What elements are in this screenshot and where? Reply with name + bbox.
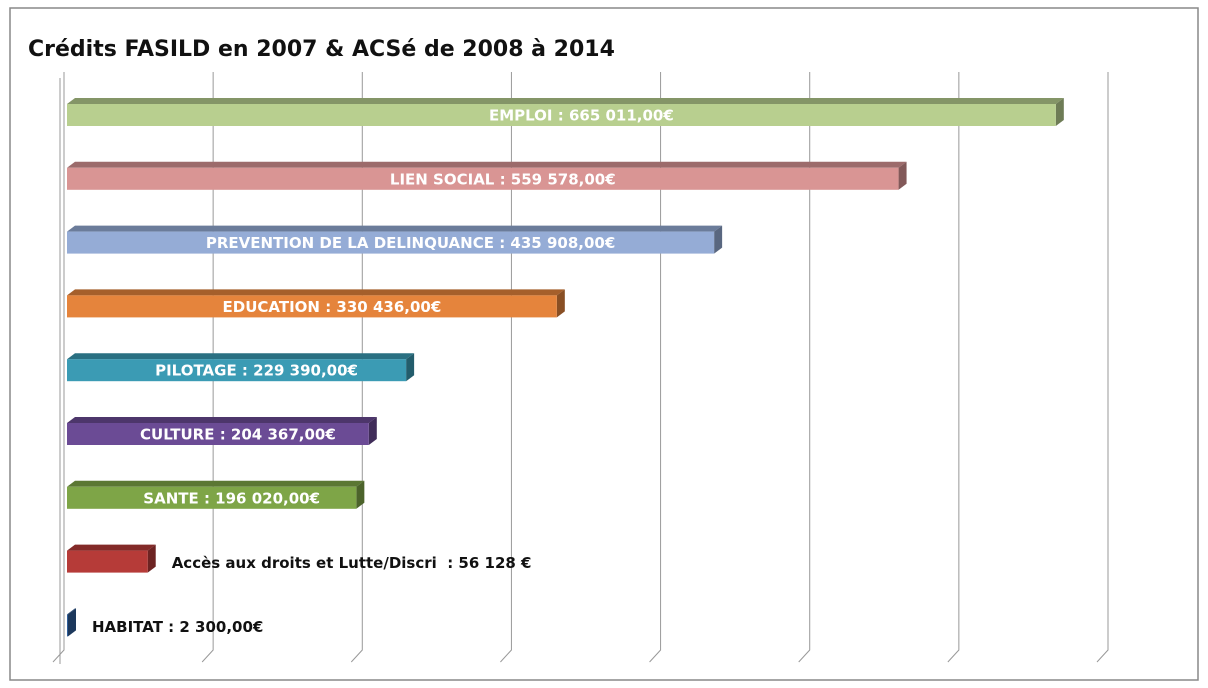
bar-side xyxy=(406,353,415,382)
bar-side xyxy=(1055,98,1064,126)
data-label: SANTE : 196 020,00€ xyxy=(143,489,320,507)
grid-line xyxy=(52,72,65,663)
bar-top xyxy=(67,289,565,296)
grid-line xyxy=(350,72,363,663)
bar xyxy=(67,486,357,509)
bar-side xyxy=(714,225,723,254)
bar-side xyxy=(368,417,377,445)
bar-top xyxy=(67,544,156,551)
grid-line xyxy=(201,72,214,663)
data-label: EDUCATION : 330 436,00€ xyxy=(223,298,442,316)
bar xyxy=(67,167,899,190)
data-label: PREVENTION DE LA DELINQUANCE : 435 908,0… xyxy=(206,234,615,252)
bar xyxy=(67,614,68,637)
grid-line xyxy=(798,72,811,663)
data-label: EMPLOI : 665 011,00€ xyxy=(489,107,674,125)
bar-side xyxy=(556,289,565,318)
bar-side xyxy=(356,480,365,509)
bar-top xyxy=(67,353,415,360)
bar-top xyxy=(67,480,365,487)
bar-side xyxy=(898,161,907,190)
data-label: LIEN SOCIAL : 559 578,00€ xyxy=(390,170,616,188)
bar-top xyxy=(67,225,723,232)
data-label: HABITAT : 2 300,00€ xyxy=(92,618,263,636)
chart-title: Crédits FASILD en 2007 & ACSé de 2008 à … xyxy=(28,37,615,62)
bar-top xyxy=(67,608,76,615)
grid-line xyxy=(1096,72,1109,663)
bar-side xyxy=(68,608,76,637)
grid-line xyxy=(500,72,512,663)
bar xyxy=(67,104,1056,126)
data-label: Accès aux droits et Lutte/Discri : 56 12… xyxy=(172,554,532,572)
bar xyxy=(67,231,715,254)
bar xyxy=(67,295,557,318)
grid-line xyxy=(649,72,662,663)
grid-line xyxy=(947,72,960,663)
bar xyxy=(67,359,407,382)
bar-side xyxy=(147,544,156,573)
bar-top xyxy=(67,417,377,423)
data-label: PILOTAGE : 229 390,00€ xyxy=(155,362,358,380)
bar xyxy=(67,423,369,445)
bar-top xyxy=(67,161,907,168)
data-label: CULTURE : 204 367,00€ xyxy=(140,426,336,444)
bar-top xyxy=(67,98,1064,104)
bar xyxy=(67,550,148,573)
